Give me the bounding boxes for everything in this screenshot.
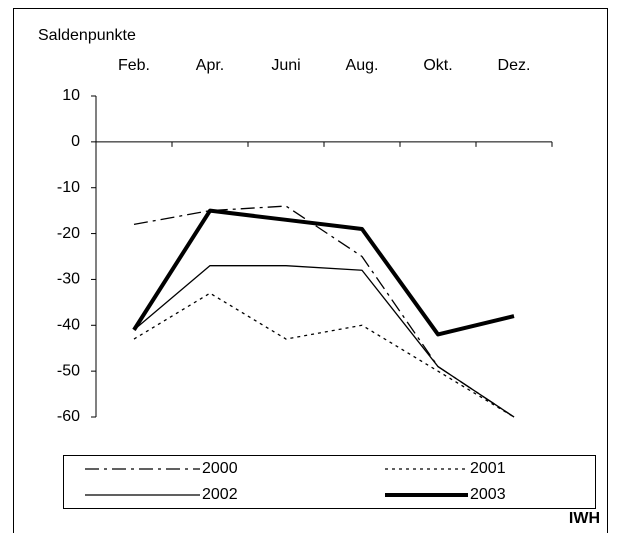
y-tick-label: -60 [57,408,80,425]
x-tick-label: Dez. [498,57,531,74]
x-tick-label: Juni [271,57,300,74]
legend-label: 2001 [470,460,506,477]
y-tick-label: -30 [57,271,80,288]
frame [13,8,608,533]
x-tick-label: Apr. [196,57,224,74]
y-tick-label: 10 [62,87,80,104]
y-tick-label: -10 [57,179,80,196]
series-line [133,292,515,418]
legend [63,455,596,509]
legend-label: 2003 [470,486,506,503]
legend-label: 2002 [202,486,238,503]
x-tick-label: Aug. [346,57,379,74]
series-line [132,208,515,337]
x-tick-label: Okt. [423,57,452,74]
y-tick-label: 0 [71,133,80,150]
series-line [133,205,515,418]
y-tick-label: -20 [57,225,80,242]
source: IWH [569,510,600,527]
x-tick-label: Feb. [118,57,150,74]
legend-label: 2000 [202,460,238,477]
y-tick-label: -40 [57,317,80,334]
y-axis-label: Saldenpunkte [38,27,136,44]
y-tick-label: -50 [57,362,80,379]
series-line [133,265,515,418]
